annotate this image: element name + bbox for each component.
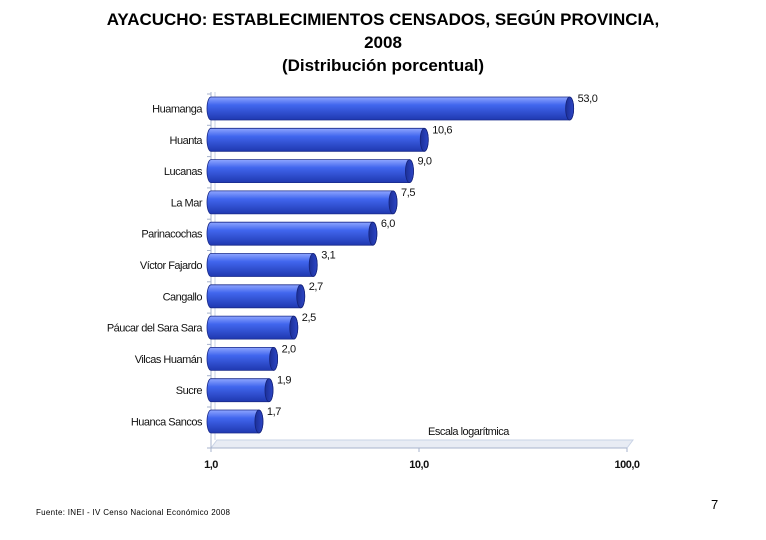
bar-body bbox=[206, 315, 299, 340]
value-label: 3,1 bbox=[321, 250, 335, 262]
axis-note: Escala logarítmica bbox=[428, 426, 510, 438]
page-number: 7 bbox=[711, 497, 719, 512]
bar-body bbox=[206, 347, 278, 371]
bar bbox=[206, 159, 414, 184]
x-tick-label: 100,0 bbox=[614, 459, 639, 471]
category-label: Huamanga bbox=[152, 104, 203, 116]
bar-cap bbox=[405, 159, 414, 184]
category-label: Sucre bbox=[176, 385, 203, 397]
source-note: Fuente: INEI - IV Censo Nacional Económi… bbox=[36, 508, 231, 517]
category-label: Páucar del Sara Sara bbox=[107, 323, 204, 335]
value-label: 2,0 bbox=[282, 343, 296, 355]
value-label: 9,0 bbox=[417, 156, 431, 168]
x-tick-label: 1,0 bbox=[204, 459, 218, 471]
chart-floor bbox=[210, 439, 634, 449]
category-label: Víctor Fajardo bbox=[140, 260, 202, 272]
bar-body bbox=[206, 96, 575, 121]
category-label: Parinacochas bbox=[141, 229, 203, 241]
value-label: 53,0 bbox=[578, 93, 598, 105]
title-line-3: (Distribución porcentual) bbox=[281, 56, 485, 75]
category-label: Huanta bbox=[170, 135, 204, 147]
bar bbox=[206, 378, 274, 403]
title-line-2: 2008 bbox=[364, 33, 402, 52]
bar bbox=[206, 190, 398, 215]
bar bbox=[206, 409, 264, 434]
category-label: La Mar bbox=[171, 197, 203, 209]
value-label: 2,7 bbox=[309, 281, 323, 293]
category-label: Lucanas bbox=[164, 166, 203, 178]
bar-cap bbox=[308, 253, 318, 277]
bar bbox=[206, 315, 299, 340]
bar-cap bbox=[388, 190, 398, 215]
category-label: Huanca Sancos bbox=[131, 417, 203, 429]
bar-cap bbox=[289, 315, 299, 340]
chart-title: AYACUCHO: ESTABLECIMIENTOS CENSADOS, SEG… bbox=[0, 8, 766, 77]
value-label: 10,6 bbox=[432, 124, 452, 136]
label-layer: 1,0 10,0 100,0 Escala logarítmica Huamanga 53… bbox=[107, 93, 641, 471]
bar bbox=[206, 284, 306, 309]
bar-cap bbox=[296, 284, 306, 309]
x-tick-label: 10,0 bbox=[409, 459, 429, 471]
bar bbox=[206, 253, 318, 277]
bar-body bbox=[206, 190, 398, 215]
title-line-1: AYACUCHO: ESTABLECIMIENTOS CENSADOS, SEG… bbox=[106, 10, 660, 29]
bar bbox=[206, 346, 279, 371]
bar-cap bbox=[565, 96, 575, 121]
value-label: 7,5 bbox=[401, 187, 415, 199]
value-label: 1,7 bbox=[267, 406, 281, 418]
value-label: 2,5 bbox=[302, 312, 316, 324]
bar bbox=[206, 96, 575, 121]
bar-cap bbox=[254, 409, 264, 434]
category-label: Vilcas Huamán bbox=[135, 354, 203, 366]
category-label: Cangallo bbox=[163, 291, 203, 303]
bar-layer bbox=[206, 96, 575, 434]
bar-body bbox=[206, 221, 378, 246]
bar-body bbox=[206, 253, 318, 277]
bar-body bbox=[206, 378, 274, 403]
value-label: 1,9 bbox=[277, 375, 291, 387]
bar-body bbox=[206, 159, 414, 183]
bar-body bbox=[206, 127, 429, 152]
bar-cap bbox=[264, 378, 274, 403]
bar bbox=[206, 221, 378, 246]
bar-cap bbox=[269, 346, 279, 371]
bar-cap bbox=[419, 127, 429, 152]
bar-cap bbox=[368, 221, 378, 246]
bar-body bbox=[206, 284, 306, 309]
bar bbox=[206, 127, 429, 152]
value-label: 6,0 bbox=[381, 218, 395, 230]
